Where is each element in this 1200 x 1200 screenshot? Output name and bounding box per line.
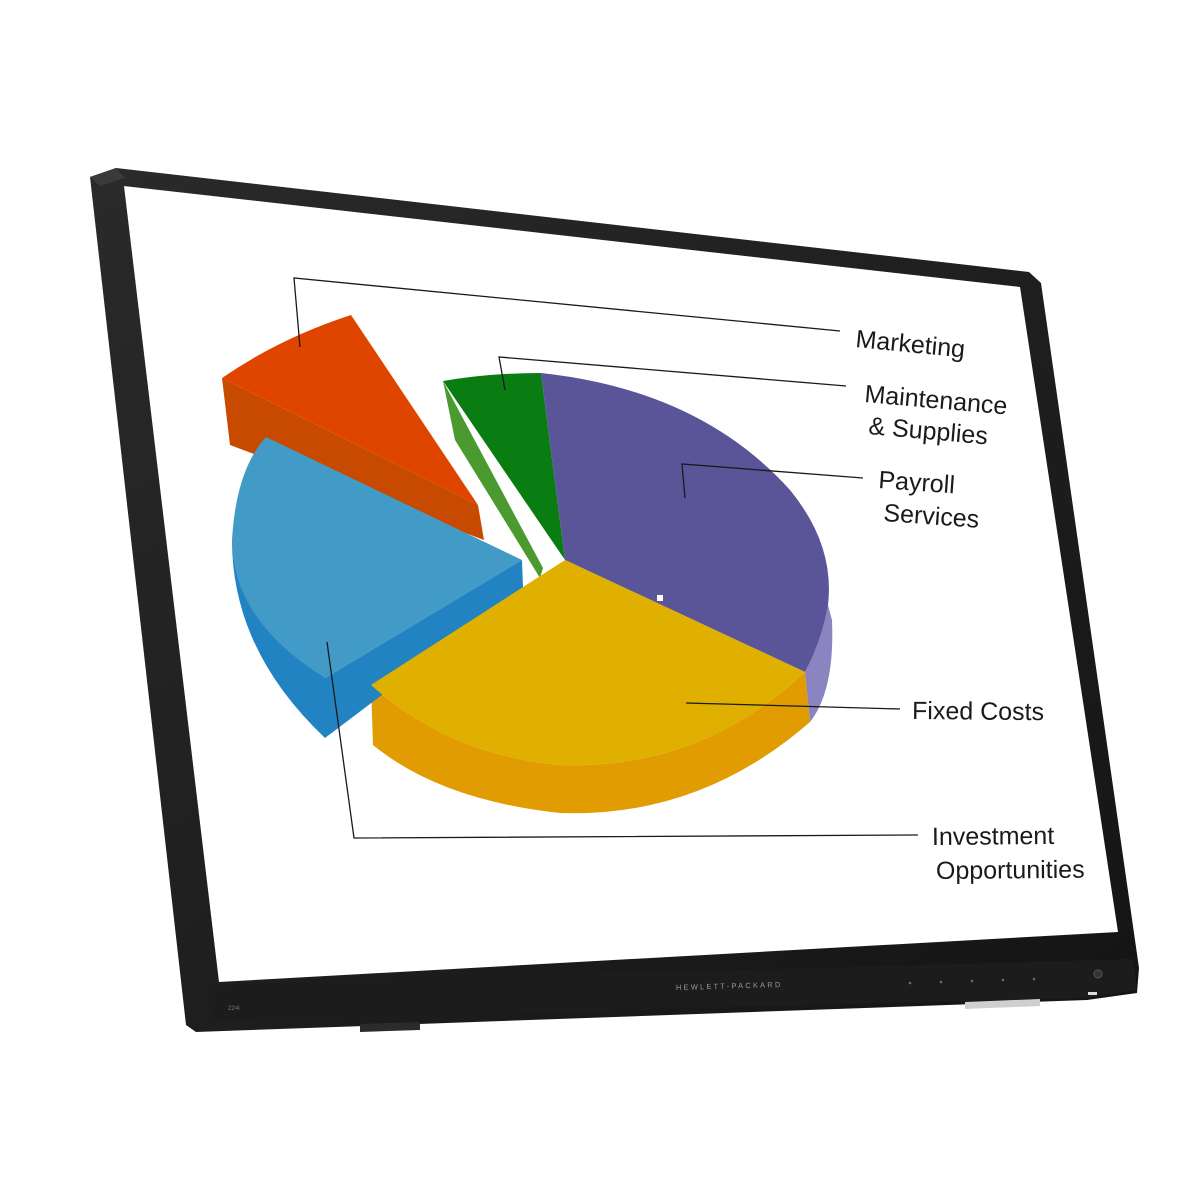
brand-logo-text: HEWLETT-PACKARD: [676, 980, 783, 992]
power-button[interactable]: [1093, 969, 1103, 979]
control-button-1[interactable]: [908, 981, 912, 985]
control-button-3[interactable]: [970, 979, 974, 983]
label-investment-line2: Opportunities: [936, 856, 1085, 885]
chart-center-marker: [657, 595, 663, 601]
label-fixed-costs: Fixed Costs: [912, 697, 1044, 726]
leader-marketing: [293, 277, 841, 348]
slice-fixed-costs-side: [371, 672, 810, 814]
label-investment-line1: Investment: [932, 822, 1055, 851]
slice-maintenance-side: [443, 381, 543, 578]
slice-marketing-side: [222, 378, 484, 540]
slice-fixed-costs: [371, 560, 805, 766]
label-payroll-line1: Payroll: [878, 466, 956, 499]
monitor-stand-base: [965, 999, 1040, 1009]
leader-payroll: [681, 463, 864, 499]
control-buttons[interactable]: [908, 977, 1036, 985]
label-payroll-line2: Services: [883, 499, 981, 534]
control-button-2[interactable]: [939, 980, 943, 984]
monitor-bezel-edge: [90, 168, 125, 186]
slice-investment-side: [232, 540, 523, 738]
slice-payroll: [541, 373, 829, 672]
leader-lines: [293, 277, 919, 839]
bezel-details: HEWLETT-PACKARD Z24i: [228, 969, 1103, 1012]
leader-maintenance: [498, 356, 847, 391]
monitor-stand-neck: [360, 1022, 420, 1032]
slice-marketing: [222, 315, 478, 505]
leader-investment: [326, 641, 919, 839]
slice-maintenance: [443, 373, 565, 560]
power-led: [1088, 992, 1097, 995]
slice-investment: [232, 437, 522, 678]
slice-payroll-side: [805, 605, 833, 722]
control-button-4[interactable]: [1001, 978, 1005, 982]
pie-chart: [222, 315, 833, 814]
monitor-chin: [207, 959, 1137, 1020]
model-label: Z24i: [228, 1006, 240, 1012]
control-button-5[interactable]: [1032, 977, 1036, 981]
leader-fixed-costs: [685, 702, 901, 710]
